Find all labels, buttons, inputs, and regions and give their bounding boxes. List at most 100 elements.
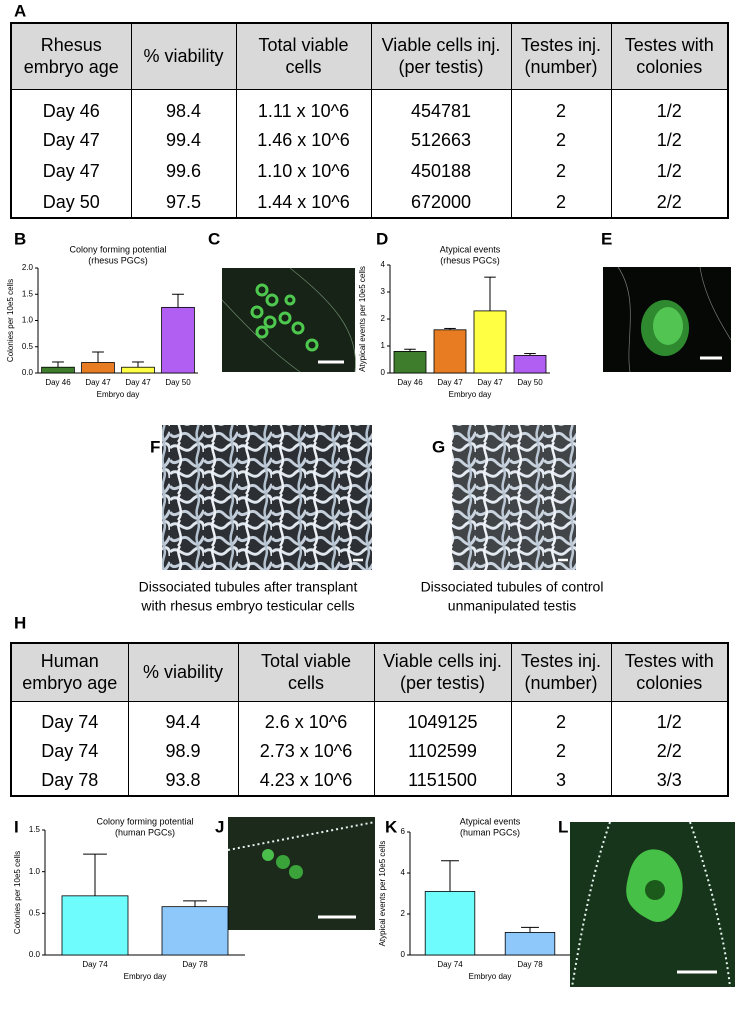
body-cell: 1.46 x 10^6 <box>235 125 372 156</box>
body-cell: Day 50 <box>10 187 132 218</box>
y-axis-title: Atypical events per 10e5 cells <box>358 266 367 372</box>
body-row: Day 50 97.5 1.44 x 10^6 672000 2 2/2 <box>10 187 729 218</box>
panel-label: I <box>14 817 19 836</box>
header-cell: Human embryo age <box>10 642 129 702</box>
data-table: Human embryo age% viability Total viable … <box>10 642 729 797</box>
bar <box>424 891 476 956</box>
x-tick-label: Day 46 <box>397 378 423 387</box>
image-e <box>603 266 732 373</box>
panel-label: F <box>150 437 160 456</box>
y-tick-label: 2 <box>381 314 386 323</box>
body-row: Day 47 99.4 1.46 x 10^6 512663 2 1/2 <box>10 125 729 156</box>
body-cell: 2/2 <box>610 187 729 218</box>
body-cell: 2 <box>510 156 612 187</box>
x-tick-label: Day 78 <box>517 960 543 969</box>
x-tick-label: Day 78 <box>182 960 208 969</box>
body-cell: 2/2 <box>610 736 729 766</box>
body-cell: 99.4 <box>130 125 237 156</box>
y-tick-label: 0.5 <box>22 342 34 351</box>
header-row: Rhesus embryo age% viability Total viable… <box>10 22 729 90</box>
body-cell: 450188 <box>370 156 512 187</box>
bar-chart: Atypical events(rhesus PGCs) 0 1 2 3 4 Atypica… <box>358 244 550 399</box>
body-cell: 1/2 <box>610 89 729 125</box>
panel-label: C <box>208 229 220 248</box>
body-cell: 1102599 <box>373 736 512 766</box>
header-cell: Total viable cells <box>237 642 375 702</box>
y-tick-label: 1.0 <box>22 316 34 325</box>
bar <box>81 362 115 374</box>
caption: with rhesus embryo testicular cells <box>140 598 354 614</box>
caption: unmanipulated testis <box>448 598 576 614</box>
bar <box>121 366 155 374</box>
header-cell: Testes inj. (number) <box>510 22 612 90</box>
y-tick-label: 1 <box>381 341 386 350</box>
y-tick-label: 0.0 <box>22 368 34 377</box>
bar <box>473 310 507 374</box>
y-axis-title: Colonies per 10e5 cells <box>6 279 15 362</box>
body-row: Day 46 98.4 1.11 x 10^6 454781 2 1/2 <box>10 89 729 125</box>
x-tick-label: Day 47 <box>125 378 151 387</box>
y-tick-label: 6 <box>401 827 406 836</box>
x-tick-label: Day 47 <box>477 378 503 387</box>
panel-label: K <box>385 817 398 836</box>
body-cell: Day 47 <box>10 156 132 187</box>
body-cell: 94.4 <box>127 701 239 736</box>
bar-chart: Atypical events(human PGCs) 0 2 4 6 Atypical … <box>378 816 570 981</box>
panel-label: D <box>376 229 388 248</box>
caption: Dissociated tubules of control <box>421 579 604 595</box>
body-cell: 1.44 x 10^6 <box>235 187 372 218</box>
bar <box>513 355 547 374</box>
y-axis-title: Atypical events per 10e5 cells <box>378 841 387 947</box>
panel-label: A <box>14 1 26 20</box>
y-tick-label: 0.5 <box>29 908 41 917</box>
body-row: Day 74 94.4 2.6 x 10^6 1049125 2 1/2 <box>10 701 729 736</box>
body-cell: 3/3 <box>610 766 729 796</box>
chart-title: Atypical events <box>460 816 521 826</box>
body-cell: 98.4 <box>130 89 237 125</box>
data-table: Rhesus embryo age% viability Total viable… <box>10 22 729 219</box>
body-cell: 2 <box>510 187 612 218</box>
chart-title: Colony forming potential <box>69 244 166 254</box>
chart-subtitle: (human PGCs) <box>460 827 520 837</box>
body-cell: 2.73 x 10^6 <box>237 736 375 766</box>
panel-label: L <box>558 817 568 836</box>
header-cell: Testes with colonies <box>610 22 729 90</box>
x-axis-title: Embryo day <box>124 972 167 981</box>
panel-label: B <box>14 229 26 248</box>
body-cell: 1049125 <box>373 701 512 736</box>
header-cell: Testes inj. (number) <box>510 642 612 702</box>
x-tick-label: Day 74 <box>82 960 108 969</box>
y-tick-label: 0.0 <box>29 950 41 959</box>
body-cell: Day 46 <box>10 89 132 125</box>
body-cell: Day 47 <box>10 125 132 156</box>
body-cell: 512663 <box>370 125 512 156</box>
body-cell: 2 <box>510 89 612 125</box>
header-row: Human embryo age% viability Total viable … <box>10 642 729 702</box>
y-tick-label: 0 <box>381 368 386 377</box>
bar-chart: Colony forming potential(rhesus PGCs) 0.0… <box>6 244 198 399</box>
body-cell: Day 74 <box>10 701 129 736</box>
image-c <box>221 267 356 373</box>
y-axis-title: Colonies per 10e5 cells <box>13 851 22 934</box>
body-cell: 2.6 x 10^6 <box>237 701 375 736</box>
header-cell: Rhesus embryo age <box>10 22 132 90</box>
y-tick-label: 4 <box>381 260 386 269</box>
bar-chart: Colony forming potential(human PGCs) 0.0 0… <box>13 816 245 981</box>
x-tick-label: Day 47 <box>437 378 463 387</box>
body-cell: 2 <box>510 701 612 736</box>
y-tick-label: 2.0 <box>22 263 34 272</box>
image-j <box>227 817 376 930</box>
x-axis-title: Embryo day <box>97 390 140 399</box>
chart-title: Atypical events <box>440 244 501 254</box>
body-cell: Day 78 <box>10 766 129 796</box>
body-cell: 1.10 x 10^6 <box>235 156 372 187</box>
y-tick-label: 2 <box>401 909 406 918</box>
x-tick-label: Day 50 <box>165 378 191 387</box>
body-cell: 672000 <box>370 187 512 218</box>
body-cell: 97.5 <box>130 187 237 218</box>
chart-subtitle: (rhesus PGCs) <box>440 255 500 265</box>
panel-label: J <box>215 817 224 836</box>
body-cell: 454781 <box>370 89 512 125</box>
